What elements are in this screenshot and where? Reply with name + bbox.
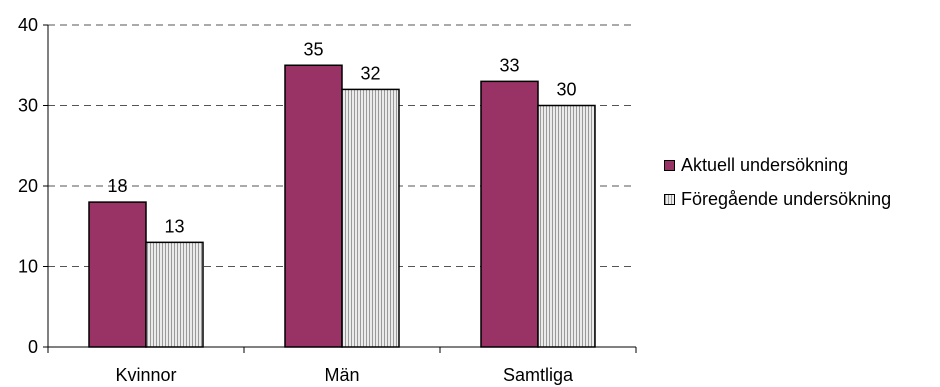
data-label: 32 [360, 63, 380, 83]
data-label: 30 [556, 80, 576, 100]
x-tick-label: Samtliga [503, 365, 574, 385]
y-tick-label: 0 [28, 337, 38, 357]
data-label: 13 [164, 216, 184, 236]
data-label: 33 [499, 55, 519, 75]
data-labels: 18 13 35 32 33 30 [107, 39, 576, 236]
data-label: 18 [107, 176, 127, 196]
y-tick-label: 20 [18, 176, 38, 196]
bar-current [284, 64, 343, 348]
bar-previous [145, 241, 204, 348]
legend-label-previous: Föregående undersökning [681, 188, 892, 209]
legend: Aktuell undersökning Föregående undersök… [664, 154, 891, 222]
bar-previous [341, 88, 400, 348]
x-tick-label: Män [324, 365, 359, 385]
legend-item-previous: Föregående undersökning [664, 188, 891, 210]
y-tick-label: 30 [18, 96, 38, 116]
tick-labels: 0 10 20 30 40 Kvinnor Män Samtliga [18, 15, 574, 385]
legend-swatch-current [664, 159, 675, 171]
bar-current [88, 201, 147, 348]
x-tick-label: Kvinnor [115, 365, 176, 385]
bar-previous [537, 104, 596, 348]
y-tick-label: 10 [18, 257, 38, 277]
legend-swatch-previous [664, 193, 675, 205]
legend-item-current: Aktuell undersökning [664, 154, 891, 176]
bars [88, 64, 596, 348]
bar-current [480, 80, 539, 348]
data-label: 35 [303, 39, 323, 59]
y-tick-label: 40 [18, 15, 38, 35]
legend-label-current: Aktuell undersökning [681, 154, 849, 175]
